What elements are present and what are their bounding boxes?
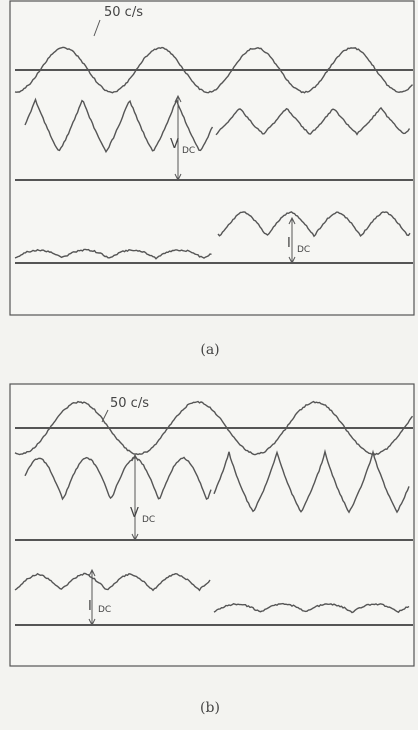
panel-frame: [9, 383, 415, 667]
caption: (a): [200, 342, 219, 358]
caption: (b): [200, 700, 220, 716]
voltage-subscript: DC: [182, 146, 195, 156]
sine-trace: [14, 46, 413, 94]
arrow-head: [88, 618, 96, 627]
voltage-trace: [14, 572, 211, 592]
current-trace: [14, 248, 212, 260]
label-pointer: [93, 19, 101, 37]
voltage-trace: [24, 456, 212, 501]
current-subscript: DC: [297, 245, 310, 255]
current-label: I: [88, 599, 92, 614]
arrow-head: [174, 173, 182, 182]
arrow-head: [131, 453, 139, 462]
oscillogram-traces: [14, 19, 414, 627]
voltage-trace: [217, 211, 411, 238]
voltage-label: V: [170, 137, 179, 152]
arrow-head: [174, 94, 182, 103]
frequency-label: 50 c/s: [104, 5, 143, 20]
current-subscript: DC: [98, 605, 111, 615]
current-label: I: [287, 236, 291, 251]
voltage-subscript: DC: [142, 515, 155, 525]
sine-trace: [14, 400, 414, 456]
arrow-head: [288, 256, 296, 265]
voltage-trace: [215, 106, 411, 136]
arrow-head: [288, 216, 296, 225]
voltage-trace: [24, 97, 214, 154]
arrow-head: [88, 568, 96, 577]
label-pointer: [101, 409, 109, 423]
voltage-trace: [213, 448, 410, 514]
current-trace: [213, 602, 410, 614]
voltage-label: V: [130, 506, 139, 521]
frequency-label: 50 c/s: [110, 396, 149, 411]
arrow-head: [131, 533, 139, 542]
